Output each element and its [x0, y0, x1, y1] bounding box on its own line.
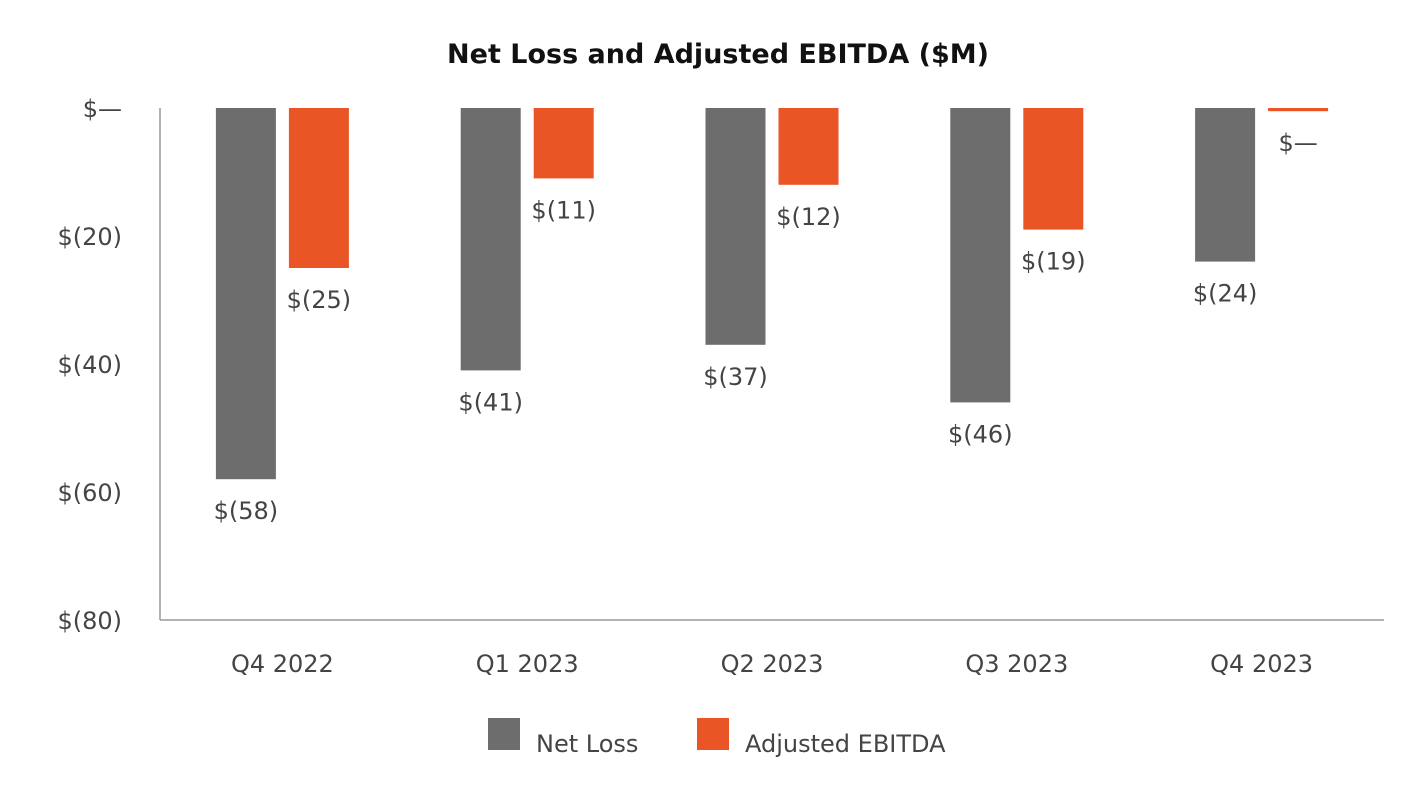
- bar-net-loss-q3-2023: [950, 108, 1011, 403]
- bar-net-loss-q4-2023: [1195, 108, 1256, 262]
- data-label-adjusted-ebitda-q4-2023: $—: [1278, 129, 1317, 157]
- chart-title: Net Loss and Adjusted EBITDA ($M): [447, 39, 989, 70]
- y-tick-label: $(60): [57, 479, 122, 507]
- y-tick-label: $(80): [57, 607, 122, 635]
- y-tick-label: $—: [83, 95, 122, 123]
- legend-swatch-adjusted-ebitda: [697, 718, 729, 750]
- legend: Net Loss Adjusted EBITDA: [488, 718, 946, 758]
- y-tick-label: $(40): [57, 351, 122, 379]
- data-label-net-loss-q2-2023: $(37): [703, 363, 768, 391]
- bar-net-loss-q1-2023: [460, 108, 521, 371]
- legend-label-net-loss: Net Loss: [536, 730, 638, 758]
- x-tick-label: Q1 2023: [476, 650, 579, 678]
- bar-adjusted-ebitda-q1-2023: [533, 108, 594, 179]
- bar-adjusted-ebitda-q4-2023: [1268, 108, 1329, 112]
- data-label-adjusted-ebitda-q1-2023: $(11): [531, 196, 596, 224]
- bar-net-loss-q4-2022: [215, 108, 276, 480]
- data-label-adjusted-ebitda-q2-2023: $(12): [776, 203, 841, 231]
- x-tick-label: Q4 2022: [231, 650, 334, 678]
- x-tick-label: Q4 2023: [1210, 650, 1313, 678]
- data-label-adjusted-ebitda-q4-2022: $(25): [287, 286, 352, 314]
- legend-swatch-net-loss: [488, 718, 520, 750]
- bar-net-loss-q2-2023: [705, 108, 766, 345]
- legend-label-adjusted-ebitda: Adjusted EBITDA: [745, 730, 946, 758]
- data-label-net-loss-q4-2023: $(24): [1193, 280, 1258, 308]
- bar-adjusted-ebitda-q3-2023: [1023, 108, 1084, 230]
- bar-adjusted-ebitda-q4-2022: [288, 108, 349, 268]
- bar-adjusted-ebitda-q2-2023: [778, 108, 839, 185]
- data-labels: $(58) $(25) $(41) $(11) $(37) $(12) $(46) $(19)…: [214, 129, 1318, 525]
- data-label-adjusted-ebitda-q3-2023: $(19): [1021, 248, 1086, 276]
- x-tick-label: Q2 2023: [721, 650, 824, 678]
- data-label-net-loss-q3-2023: $(46): [948, 420, 1013, 448]
- y-tick-label: $(20): [57, 223, 122, 251]
- data-label-net-loss-q1-2023: $(41): [458, 388, 523, 416]
- axes: $— $(20) $(40) $(60) $(80) Q4 2022 Q1 2023 Q2 2…: [57, 95, 1384, 678]
- bars: [215, 108, 1329, 480]
- x-tick-label: Q3 2023: [965, 650, 1068, 678]
- data-label-net-loss-q4-2022: $(58): [214, 497, 279, 525]
